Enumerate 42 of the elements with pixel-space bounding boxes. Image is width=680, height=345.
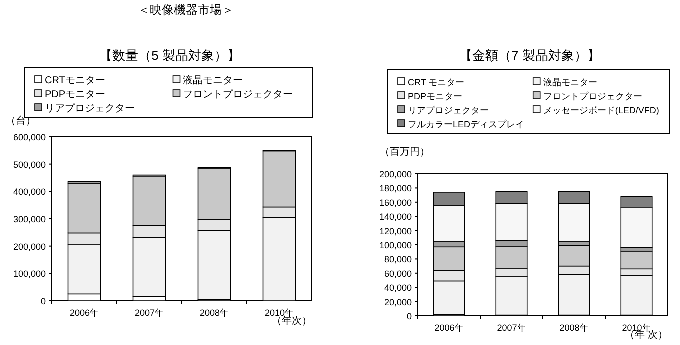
- y-tick-label: 120,000: [379, 226, 412, 236]
- x-tick-label: 2006年: [434, 323, 464, 333]
- legend-label: 液晶モニター: [183, 74, 244, 86]
- y-tick-label: 400,000: [13, 187, 46, 198]
- legend-label: フルカラーLEDディスプレイ: [408, 120, 525, 130]
- y-tick-label: 600,000: [13, 132, 46, 142]
- y-tick-label: 60,000: [384, 268, 412, 279]
- x-tick-label: 2008年: [560, 323, 589, 333]
- y-tick-label: 200,000: [13, 242, 46, 252]
- chart-title: 【金額（7 製品対象）】: [460, 48, 600, 63]
- y-tick-label: 0: [406, 312, 412, 322]
- legend-label: リアプロジェクター: [45, 102, 135, 114]
- y-tick-label: 200,000: [379, 170, 412, 180]
- x-tick-label: 2006年: [70, 308, 100, 318]
- legend-label: リアプロジェクター: [408, 106, 489, 116]
- legend-label: CRTモニター: [45, 76, 106, 86]
- y-tick-label: 180,000: [379, 184, 412, 194]
- x-tick-label: 2007年: [497, 323, 526, 333]
- x-axis-title: （年次）: [272, 315, 312, 327]
- legend-label: PDPモニター: [45, 90, 106, 100]
- legend-label: 液晶モニター: [543, 78, 598, 88]
- chart-title: 【数量（5 製品対象）】: [100, 48, 240, 63]
- text: ＜映像機器市場＞: [138, 3, 234, 17]
- y-tick-label: 300,000: [13, 214, 46, 224]
- y-tick-label: 20,000: [384, 297, 412, 308]
- legend-label: PDPモニター: [408, 92, 463, 102]
- legend-label: メッセージボード(LED/VFD): [543, 106, 660, 116]
- y-tick-label: 100,000: [379, 240, 412, 250]
- y-tick-label: 500,000: [13, 160, 46, 170]
- y-axis-title: （百万円）: [380, 147, 430, 158]
- legend-label: フロントプロジェクター: [183, 88, 294, 100]
- y-tick-label: 0: [40, 296, 46, 306]
- x-tick-label: 2008年: [200, 308, 230, 318]
- x-tick-label: 2010年: [264, 308, 294, 318]
- y-tick-label: 80,000: [384, 254, 412, 265]
- legend-label: フロントプロジェクター: [543, 92, 642, 102]
- x-tick-label: 2007年: [134, 308, 164, 318]
- y-tick-label: 40,000: [384, 283, 412, 294]
- y-tick-label: 100,000: [13, 269, 46, 280]
- legend-label: CRT モニター: [408, 78, 465, 88]
- y-tick-label: 140,000: [379, 212, 412, 222]
- y-tick-label: 160,000: [379, 198, 412, 208]
